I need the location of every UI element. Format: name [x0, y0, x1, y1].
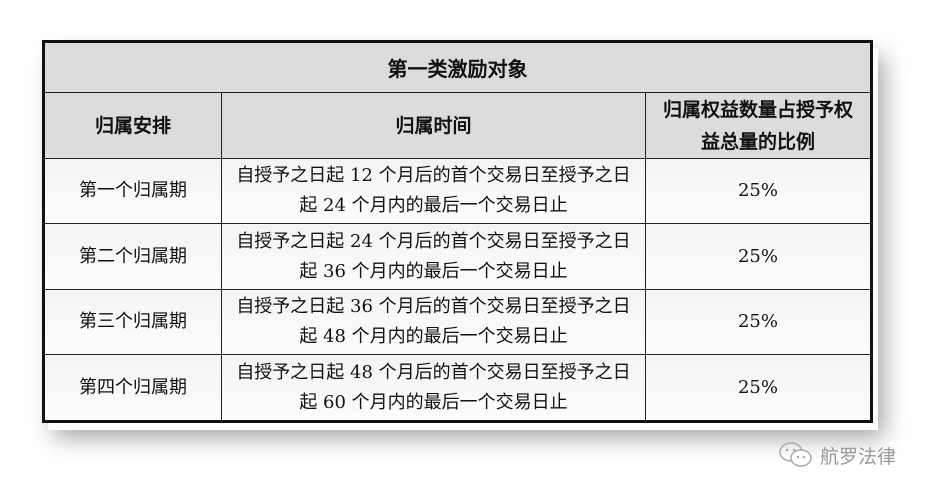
period-cell: 第二个归属期 [43, 223, 222, 290]
watermark: 航罗法律 [778, 441, 896, 469]
header-ratio-text: 归属权益数量占授予权益总量的比例 [663, 98, 854, 153]
time-cell: 自授予之日起 24 个月后的首个交易日至授予之日起 36 个月内的最后一个交易日… [221, 223, 646, 290]
time-cell: 自授予之日起 48 个月后的首个交易日至授予之日起 60 个月内的最后一个交易日… [221, 354, 646, 422]
period-cell: 第四个归属期 [43, 354, 222, 422]
table-row: 第一个归属期 自授予之日起 12 个月后的首个交易日至授予之日起 24 个月内的… [43, 157, 872, 225]
time-cell: 自授予之日起 12 个月后的首个交易日至授予之日起 24 个月内的最后一个交易日… [221, 157, 646, 225]
time-text: 自授予之日起 24 个月后的首个交易日至授予之日起 36 个月内的最后一个交易日… [236, 230, 631, 282]
time-text: 自授予之日起 36 个月后的首个交易日至授予之日起 48 个月内的最后一个交易日… [236, 296, 631, 348]
watermark-text: 航罗法律 [820, 445, 897, 468]
header-row: 归属安排 归属时间 归属权益数量占授予权益总量的比例 [43, 92, 872, 159]
wechat-icon [779, 442, 812, 467]
header-period: 归属安排 [43, 92, 222, 159]
time-text: 自授予之日起 48 个月后的首个交易日至授予之日起 60 个月内的最后一个交易日… [236, 361, 631, 413]
ratio-cell: 25% [645, 354, 872, 422]
ratio-cell: 25% [645, 157, 872, 225]
time-cell: 自授予之日起 36 个月后的首个交易日至授予之日起 48 个月内的最后一个交易日… [221, 288, 646, 356]
vesting-table: 第一类激励对象 归属安排 归属时间 归属权益数量占授予权益总量的比例 第一个归属… [42, 40, 873, 423]
table-title: 第一类激励对象 [43, 40, 872, 94]
table-row: 第四个归属期 自授予之日起 48 个月后的首个交易日至授予之日起 60 个月内的… [43, 354, 872, 422]
period-cell: 第三个归属期 [43, 288, 222, 356]
ratio-cell: 25% [645, 288, 872, 356]
time-text: 自授予之日起 12 个月后的首个交易日至授予之日起 24 个月内的最后一个交易日… [236, 165, 631, 217]
table-row: 第二个归属期 自授予之日起 24 个月后的首个交易日至授予之日起 36 个月内的… [43, 223, 872, 290]
table-row: 第三个归属期 自授予之日起 36 个月后的首个交易日至授予之日起 48 个月内的… [43, 288, 872, 356]
ratio-cell: 25% [645, 223, 872, 290]
period-cell: 第一个归属期 [43, 157, 222, 225]
header-ratio: 归属权益数量占授予权益总量的比例 [645, 92, 872, 159]
header-time: 归属时间 [221, 92, 646, 159]
